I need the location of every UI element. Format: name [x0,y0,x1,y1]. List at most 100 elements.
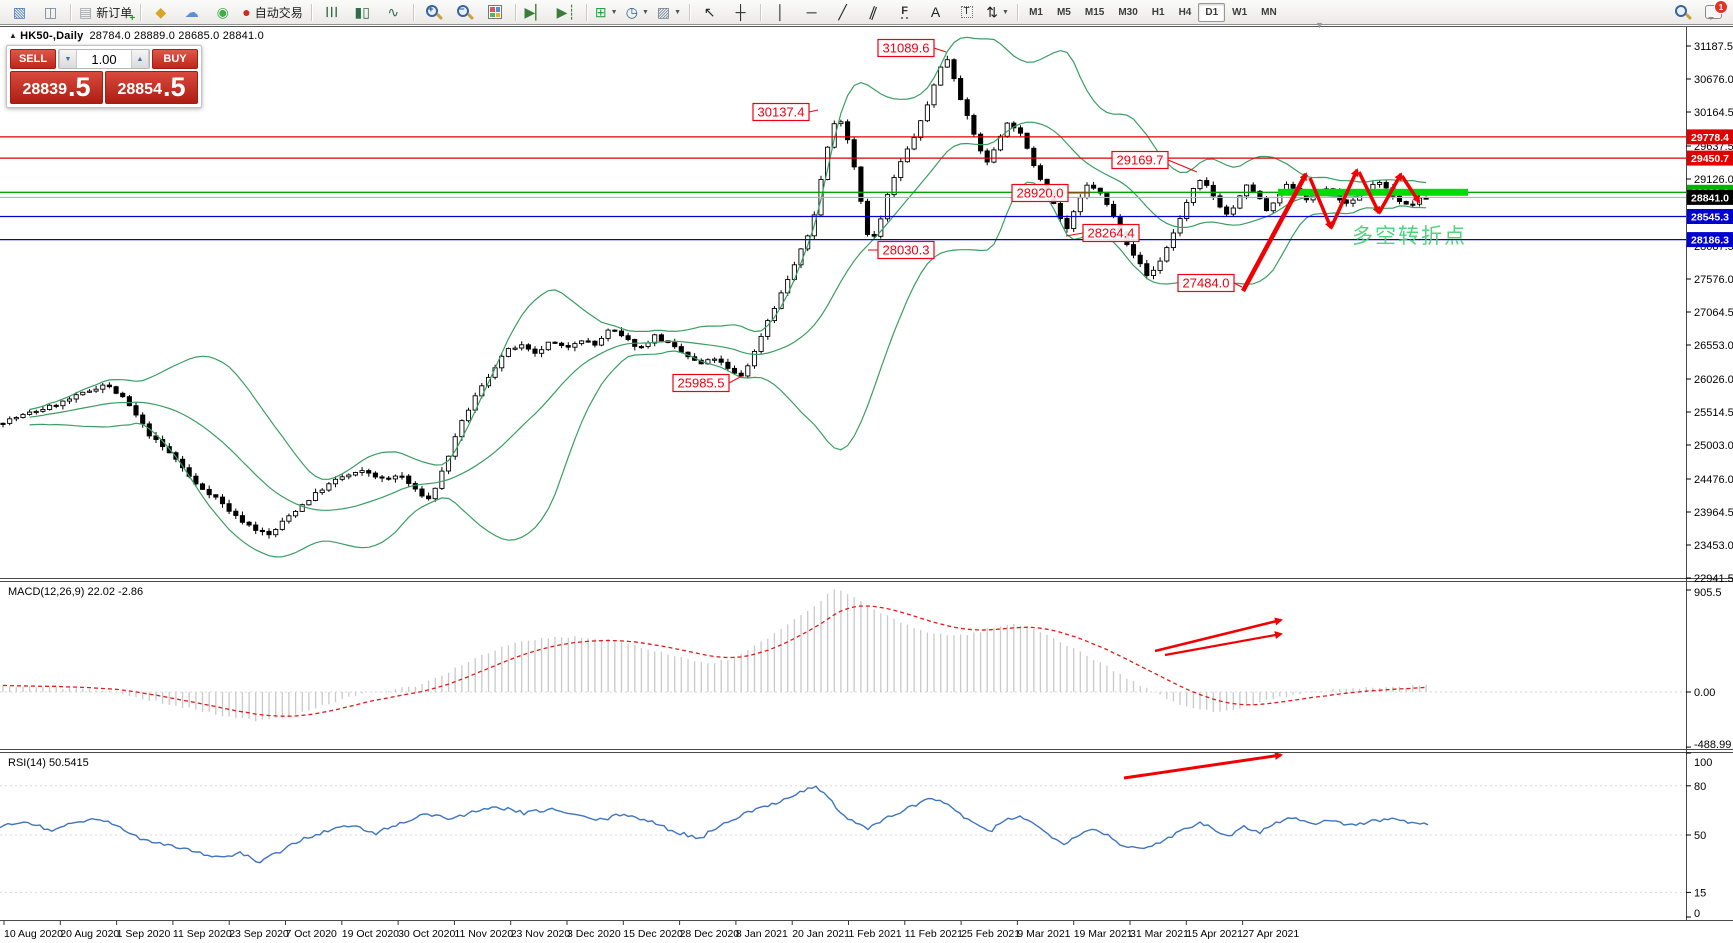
timeframe-mn[interactable]: MN [1261,6,1277,18]
timeframe-d1[interactable]: D1 [1198,2,1226,22]
collapse-marker-icon[interactable]: ▲ [9,31,18,40]
new-chart-icon[interactable]: ▧ [4,1,35,24]
volume-down-button[interactable]: ▼ [59,50,77,68]
price-annotation[interactable]: 27484.0 [1177,273,1243,293]
arrows-icon[interactable]: ⇅ ▼ [986,4,1009,20]
timeframe-m5[interactable]: M5 [1056,6,1071,18]
market-icon[interactable]: ◆ [145,1,176,24]
price-annotation[interactable]: 28030.3 [868,240,935,260]
chart-profiles-icon[interactable]: ◫ [35,1,66,24]
timeframe-h4[interactable]: H4 [1178,6,1192,18]
toolbar-separator [70,3,71,21]
periods-icon[interactable]: ◷ ▼ [625,4,649,20]
macd-trend-arrow[interactable] [1154,617,1283,653]
new-order-icon-label: 新订单 [96,5,133,20]
candles-up [7,59,1423,536]
signals-icon[interactable]: ◉ [207,1,238,24]
timeframe-w1[interactable]: W1 [1232,6,1248,18]
candlestick-chart-glyph: ▮▯ [354,4,370,20]
chart-shift-icon[interactable]: ▶┊ [551,1,582,24]
cursor-icon[interactable]: ↖ [694,1,725,24]
mql5-community-icon[interactable]: ☁ [176,1,207,24]
svg-text:28841.0: 28841.0 [1691,192,1729,204]
trend-arrow[interactable] [1241,172,1308,293]
price-badge [1687,189,1733,205]
autotrading-icon[interactable]: ● 自动交易 [238,1,306,24]
price-tick: 30164.5 [1694,107,1733,119]
new-order-icon[interactable]: ▤ + 新订单 [79,4,136,24]
date-tick: 15 Apr 2021 [1186,928,1243,940]
price-annotation[interactable]: 31089.6 [877,38,947,58]
timeframe-m15[interactable]: M15 [1084,6,1105,18]
svg-text:28545.3: 28545.3 [1691,212,1729,224]
timeframe-m1[interactable]: M1 [1029,6,1043,18]
text-label-icon[interactable]: T [951,1,982,24]
date-tick: 8 Jan 2021 [736,928,788,940]
bar-chart-icon[interactable]: ☰ [316,1,347,24]
rsi-tick: 100 [1694,757,1712,769]
rsi-line [0,785,1429,864]
volume-input[interactable]: 1.00 [91,51,117,67]
panel-collapse-icon[interactable]: ▼ [1315,20,1324,30]
one-click-trading-panel: SELL ▼ 1.00 ▲ BUY 28839.5 28854.5 [6,45,202,108]
macd-histogram [2,589,1427,722]
macd-trend-arrow[interactable] [1164,631,1283,657]
pivot-annotation-text[interactable]: 多空转折点 [1352,225,1467,248]
line-chart-icon[interactable]: ∿ [378,1,409,24]
search-icon[interactable] [1667,1,1698,24]
chat-icon[interactable]: 1 [1698,0,1729,24]
macd-signal-line [2,605,1427,717]
horizontal-line-icon[interactable]: ─ [796,1,827,24]
autotrading-glyph: ● [242,4,251,20]
price-annotation[interactable]: 25985.5 [672,373,743,393]
buy-button[interactable]: BUY [152,49,198,69]
toolbar-separator [760,3,762,21]
timeframe-m30[interactable]: M30 [1118,6,1138,18]
templates-icon[interactable]: ▨ ▼ [656,4,682,20]
zoom-out-icon[interactable]: − [449,1,480,24]
svg-text:25985.5: 25985.5 [678,376,725,391]
rsi-trend-arrow[interactable] [1123,753,1283,780]
price-badge [1687,209,1733,224]
price-annotation[interactable]: 30137.4 [752,102,819,122]
candle-wicks [2,55,1427,539]
trend-arrow[interactable] [1329,168,1359,229]
equidistant-channel-icon[interactable]: ∥ [858,1,889,24]
candlestick-chart-icon[interactable]: ▮▯ [347,1,378,24]
volume-up-button[interactable]: ▲ [131,50,149,68]
trend-arrow[interactable] [1308,177,1333,230]
buy-price[interactable]: 28854.5 [105,71,198,104]
bar-chart-glyph: ☰ [323,5,340,19]
price-badge [1687,232,1733,248]
sell-button[interactable]: SELL [10,49,56,69]
pivot-band[interactable] [1278,188,1468,196]
fibonacci-icon[interactable]: F [889,1,920,24]
sell-price[interactable]: 28839.5 [10,71,103,104]
timeframe-h1[interactable]: H1 [1151,6,1165,18]
price-annotation[interactable]: 29169.7 [1111,150,1198,173]
vertical-line-icon[interactable]: │ [765,1,796,24]
text-icon[interactable]: A [920,1,951,24]
sell-price-frac: .5 [67,72,91,103]
price-badge [1687,129,1733,145]
notification-badge: 1 [1714,0,1728,14]
crosshair-icon[interactable]: ┼ [725,1,756,24]
trendline-icon[interactable]: ╱ [827,1,858,24]
zoom-in-icon[interactable]: + [418,1,449,24]
toolbar-separator [412,3,414,21]
price-annotation[interactable]: 28264.4 [1065,223,1140,243]
fibonacci-glyph: F [901,4,908,19]
auto-scroll-icon[interactable]: ▶▏ [520,1,551,24]
trend-arrow[interactable] [1357,171,1381,215]
equidistant-channel-glyph: ∥ [867,3,880,21]
indicators-icon[interactable]: ⊞ ▼ [594,4,618,20]
cursor-glyph: ↖ [703,4,716,20]
trend-arrow[interactable] [1400,175,1421,204]
date-tick: 15 Dec 2020 [623,928,683,940]
trend-arrow[interactable] [1377,172,1403,214]
price-annotation[interactable]: 28920.0 [1011,183,1090,203]
tile-windows-icon[interactable] [480,1,511,24]
date-tick: 3 Dec 2020 [567,928,621,940]
rsi-tick: 80 [1694,781,1706,793]
